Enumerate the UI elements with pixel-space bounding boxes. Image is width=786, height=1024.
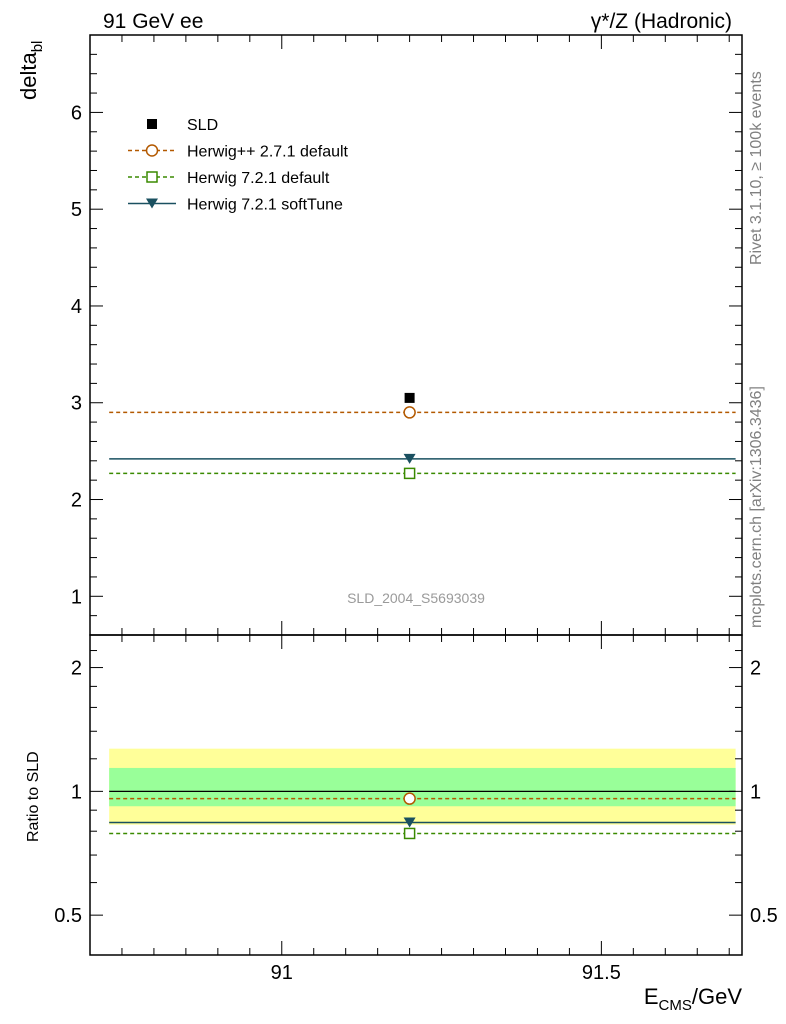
ratio-y-tick-label-left: 1 xyxy=(71,781,82,803)
x-tick-label: 91 xyxy=(271,962,293,984)
legend-marker-herwig-2-7-1-default xyxy=(145,144,159,157)
source-label: mcplots.cern.ch [arXiv:1306.3436] xyxy=(748,386,765,628)
ratio-y-tick-label-left: 2 xyxy=(71,658,82,680)
ratio-panel-frame xyxy=(89,634,743,956)
ratio-y-tick-label-left: 0.5 xyxy=(54,905,82,927)
main-point-herwig-7-2-1-default xyxy=(403,467,416,480)
header-left-label: 91 GeV ee xyxy=(103,10,203,33)
axis-ticks: 1 2 3 4 5 6 91 91.5 0.5 0.5 1 1 2 2 xyxy=(54,34,778,984)
main-y-tick-label: 4 xyxy=(71,296,82,318)
ratio-point-herwig-7-2-1-softtune xyxy=(403,817,416,828)
legend: SLD Herwig++ 2.7.1 default Herwig 7.2.1 de… xyxy=(128,117,349,214)
main-y-tick-label: 5 xyxy=(71,199,82,221)
legend-label-herwig-2-7-1-default: Herwig++ 2.7.1 default xyxy=(187,144,349,161)
y-axis-title-main: delta xyxy=(16,52,41,100)
legend-marker-herwig-7-2-1-default xyxy=(146,171,158,183)
ratio-uncertainty-bands xyxy=(109,748,736,825)
legend-label-herwig-7-2-1-softtune: Herwig 7.2.1 softTune xyxy=(187,197,343,214)
main-point-herwig-2-7-1-default xyxy=(403,406,416,419)
main-y-tick-label: 2 xyxy=(71,490,82,512)
ratio-y-axis-title: Ratio to SLD xyxy=(25,751,42,842)
main-panel-series xyxy=(109,392,736,480)
x-axis-title-main: E xyxy=(644,984,659,1009)
legend-marker-sld xyxy=(147,119,157,129)
x-axis-title-sub: CMS xyxy=(659,997,692,1014)
rivet-version-label: Rivet 3.1.10, ≥ 100k events xyxy=(748,71,765,265)
x-axis-title: ECMS/GeV xyxy=(644,984,742,1014)
y-axis-title: deltabl xyxy=(16,41,46,100)
main-point-sld xyxy=(404,392,415,403)
ratio-y-tick-label-right: 0.5 xyxy=(750,905,778,927)
legend-label-herwig-7-2-1-default: Herwig 7.2.1 default xyxy=(187,170,330,187)
main-y-tick-label: 6 xyxy=(71,102,82,124)
ratio-panel-series xyxy=(109,790,736,840)
ratio-y-tick-label-right: 1 xyxy=(750,781,761,803)
y-axis-title-sub: bl xyxy=(29,41,46,53)
main-y-tick-label: 1 xyxy=(71,586,82,608)
ratio-point-herwig-2-7-1-default xyxy=(403,792,416,805)
x-tick-label: 91.5 xyxy=(582,962,621,984)
ratio-band-1 xyxy=(109,767,736,807)
analysis-label: SLD_2004_S5693039 xyxy=(347,590,485,606)
header-right-label: γ*/Z (Hadronic) xyxy=(591,10,732,33)
legend-label-sld: SLD xyxy=(187,117,218,134)
ratio-point-herwig-7-2-1-default xyxy=(403,827,416,840)
ratio-y-tick-label-right: 2 xyxy=(750,658,761,680)
legend-marker-herwig-7-2-1-softtune xyxy=(146,198,158,209)
main-y-tick-label: 3 xyxy=(71,393,82,415)
panel-frames xyxy=(89,34,743,956)
x-axis-title-unit: /GeV xyxy=(692,984,742,1009)
main-point-herwig-7-2-1-softtune xyxy=(403,453,416,464)
